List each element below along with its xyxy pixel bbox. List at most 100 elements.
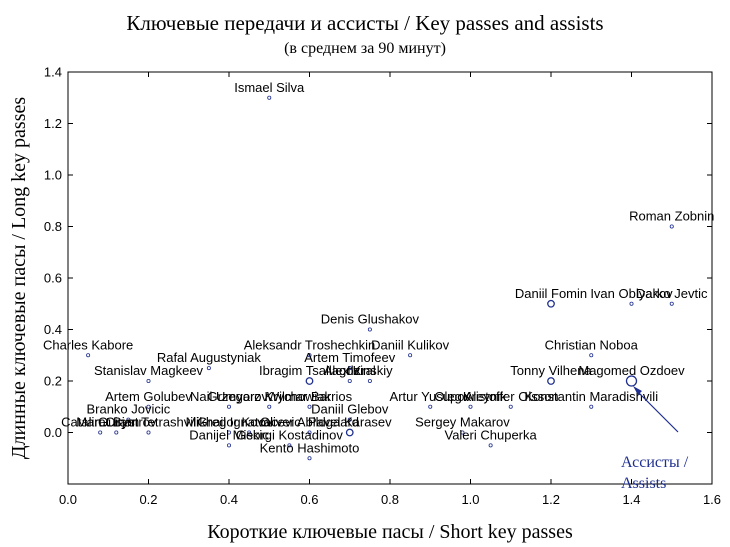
point-marker (226, 443, 231, 448)
chart-title: Ключевые передачи и ассисты / Key passes… (126, 11, 603, 35)
y-axis-ticks: 0.0 0.2 0.4 0.6 0.8 1.0 1.2 1.4 (44, 65, 712, 440)
point-marker (226, 430, 231, 435)
point-label: Daniil Kulikov (371, 337, 450, 352)
y-tick-label: 1.2 (44, 116, 62, 131)
point-marker (305, 377, 314, 385)
point-marker (307, 456, 312, 461)
point-marker (629, 301, 634, 306)
point-marker (347, 417, 352, 422)
point-marker (468, 404, 473, 409)
x-tick-label: 0.8 (381, 492, 399, 507)
data-point: Danijel Miskic (189, 427, 269, 448)
point-label: Sergey Makarov (415, 415, 510, 430)
data-point: Georgi Kostadinov (236, 427, 343, 448)
point-marker (589, 353, 594, 358)
point-label: Daniil Glebov (311, 402, 389, 417)
x-tick-label: 0.2 (139, 492, 157, 507)
point-label: Danijel Miskic (189, 427, 269, 442)
point-label: Wilmar Barrios (267, 389, 353, 404)
point-label: Mikhail Ignatov (186, 415, 273, 430)
data-point: Ilzinskiy (347, 363, 393, 383)
point-label: Oleg Aleynik (434, 389, 507, 404)
point-label: Christian Noboa (545, 337, 639, 352)
annotation-arrow-line (635, 389, 679, 433)
x-tick-label: 0.4 (220, 492, 238, 507)
point-label: Branko Jovicic (86, 402, 170, 417)
data-point: Darko Jevtic (636, 286, 708, 306)
data-point: Kento Hashimoto (260, 440, 360, 461)
point-label: Grzegorz Krychowiak (207, 389, 331, 404)
point-label: Alex Kral (324, 363, 376, 378)
data-point: Marat Bystrov (76, 415, 157, 435)
y-tick-label: 0.2 (44, 374, 62, 389)
point-label: Kento Hashimoto (260, 440, 360, 455)
y-tick-label: 0.0 (44, 425, 62, 440)
data-point: Grzegorz Krychowiak (207, 389, 332, 409)
x-tick-label: 1.2 (542, 492, 560, 507)
point-label: Ilzinskiy (347, 363, 393, 378)
point-marker (547, 299, 555, 308)
point-marker (267, 95, 272, 100)
point-label: Konstantin Maradishvili (524, 389, 658, 404)
point-marker (206, 366, 211, 371)
point-label: Stanislav Magkeev (94, 363, 204, 378)
point-marker (408, 353, 413, 358)
data-point: Oleg Aleynik (434, 389, 507, 409)
point-label: Catalin Cirjan (61, 415, 139, 430)
point-marker (307, 430, 312, 435)
point-label: Denis Glushakov (321, 312, 420, 327)
x-tick-label: 0.0 (59, 492, 77, 507)
data-point: Magomed Ozdoev (578, 363, 685, 387)
data-point: Kristoffer Olsson (463, 389, 559, 409)
point-marker (460, 430, 465, 435)
point-label: Ismael Silva (234, 80, 305, 95)
data-point: Gregor Kovacevic (197, 415, 301, 435)
y-tick-label: 0.8 (44, 219, 62, 234)
y-tick-label: 1.4 (44, 65, 62, 80)
point-label: Ibragim Tsallagov (259, 363, 360, 378)
annotation-line-1: Ассисты / (621, 454, 689, 471)
point-label: Georgi Kostadinov (236, 427, 343, 442)
annotation-arrow-head (633, 386, 642, 395)
data-point: Oliver Abildgaard (260, 415, 359, 435)
point-label: Kristoffer Olsson (463, 389, 559, 404)
point-label: Nail Umyarov (190, 389, 269, 404)
y-tick-label: 0.6 (44, 271, 62, 286)
x-axis-label: Короткие ключевые пасы / Short key passe… (207, 521, 573, 543)
x-tick-label: 1.4 (622, 492, 640, 507)
data-point: Roman Zobnin (629, 209, 714, 229)
point-marker (589, 404, 594, 409)
point-label: Charles Kabore (43, 337, 133, 352)
data-point: Tonny Vilhena (510, 363, 592, 385)
data-point: Konstantin Maradishvili (524, 389, 658, 409)
point-label: Tonny Vilhena (510, 363, 592, 378)
point-marker (428, 404, 433, 409)
x-tick-label: 0.6 (300, 492, 318, 507)
point-label: Artur Yusupov (390, 389, 472, 404)
point-marker (126, 417, 131, 422)
point-marker (267, 404, 272, 409)
point-marker (669, 224, 674, 229)
point-marker (488, 443, 493, 448)
data-point: Pavel Karasev (308, 415, 392, 437)
data-point: Alex Kral (324, 363, 376, 383)
point-label: Guram Tetrashvili (98, 415, 199, 430)
point-marker (669, 301, 674, 306)
data-point: Artur Yusupov (390, 389, 472, 409)
point-marker (86, 353, 91, 358)
point-label: Marat Bystrov (76, 415, 157, 430)
data-point: Daniil Fomin (515, 286, 587, 308)
data-point: Branko Jovicic (86, 402, 171, 422)
assists-annotation: Ассисты / Assists (621, 386, 689, 492)
title-group: Ключевые передачи и ассисты / Key passes… (126, 11, 603, 57)
point-label: Rafal Augustyniak (157, 350, 262, 365)
point-marker (508, 404, 513, 409)
data-point: Aleksandr Troshechkin (244, 337, 375, 358)
data-point: Denis Glushakov (321, 312, 420, 332)
data-point: Valeri Chuperka (444, 427, 538, 448)
point-label: Pavel Karasev (308, 415, 392, 430)
data-point: Artem Golubev (105, 389, 192, 409)
point-marker (307, 353, 312, 358)
point-marker (114, 430, 119, 435)
